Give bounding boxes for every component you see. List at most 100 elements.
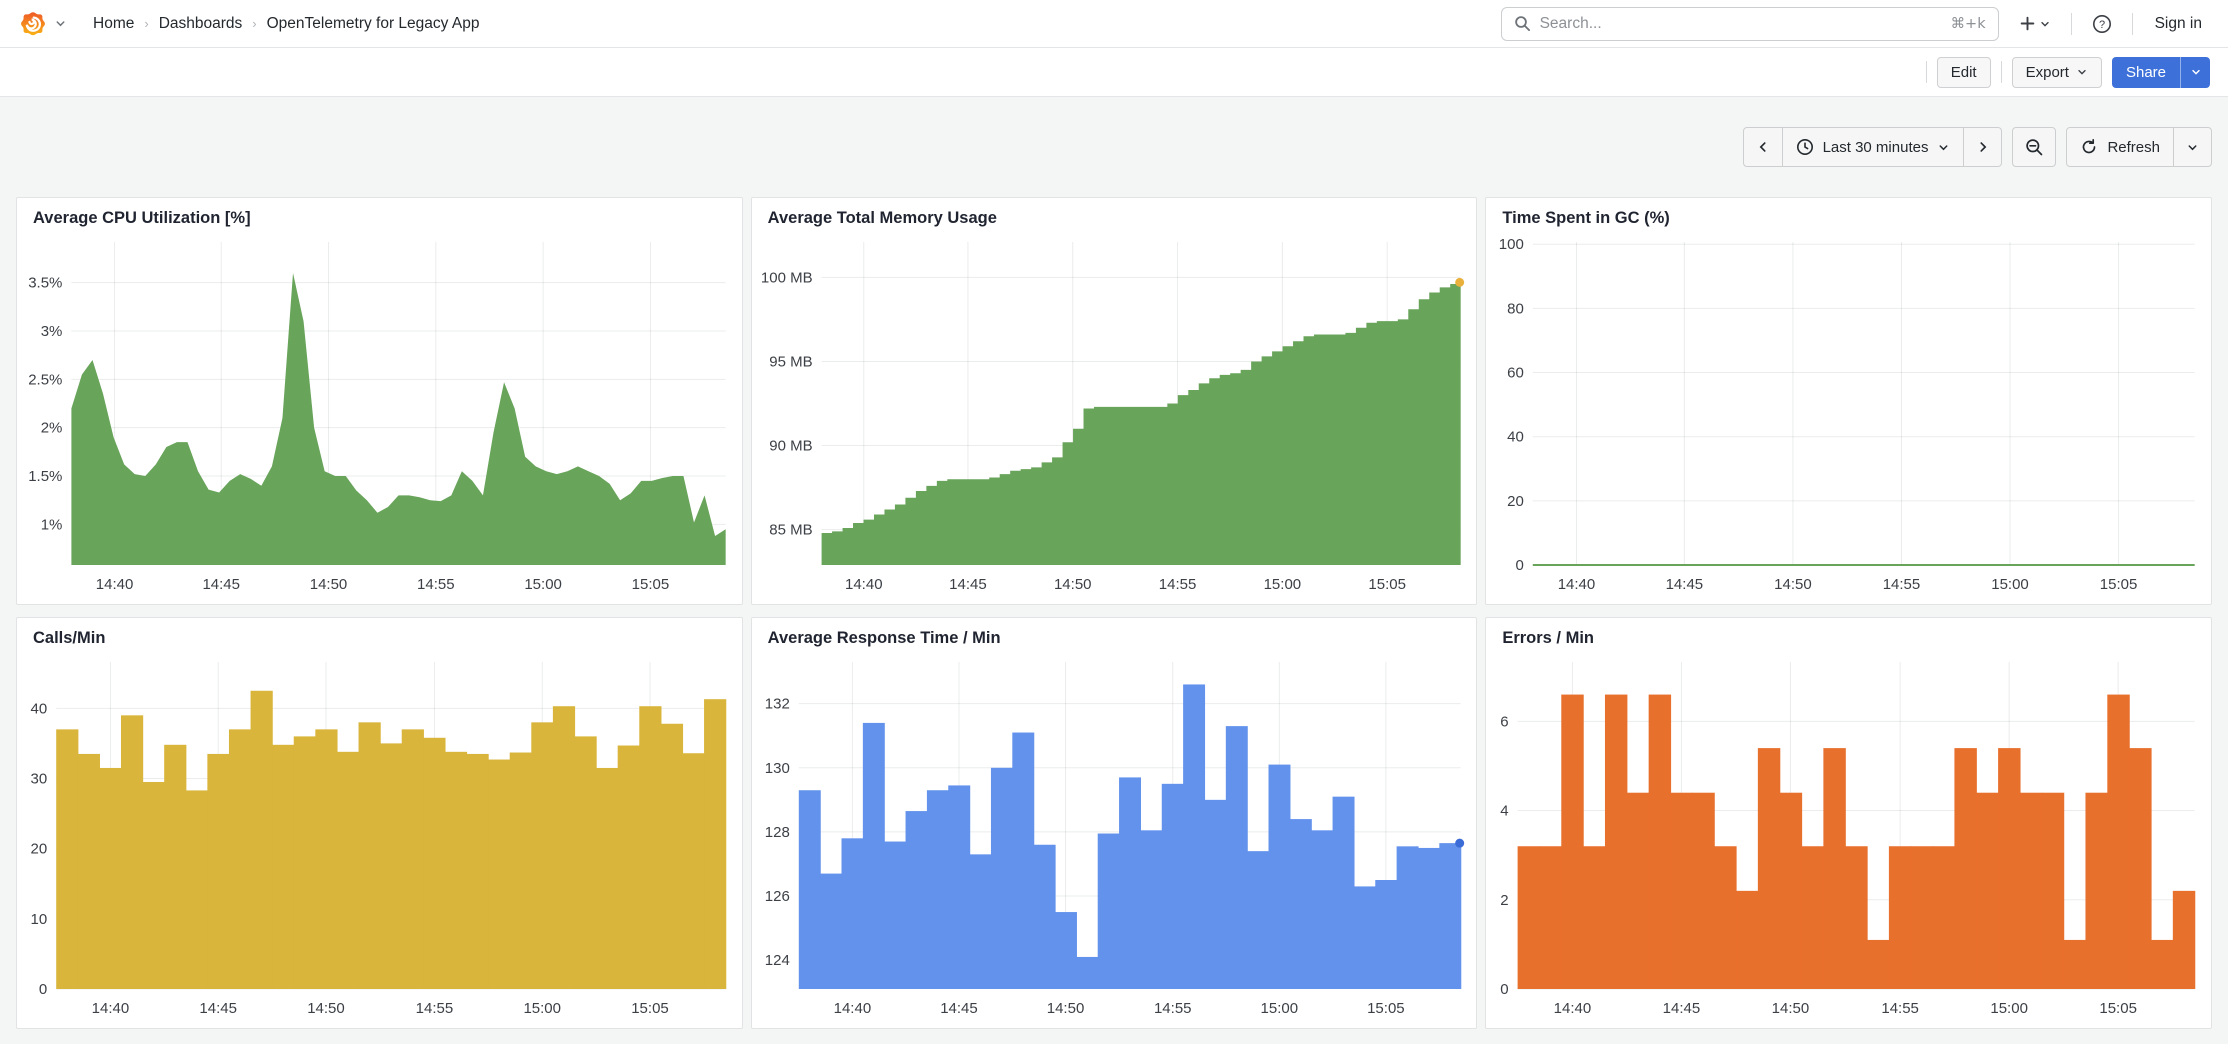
svg-text:3.5%: 3.5% [28,275,62,292]
help-icon: ? [2092,14,2111,33]
svg-text:14:40: 14:40 [92,1000,130,1017]
svg-text:0: 0 [1516,557,1524,574]
top-nav-actions: ⌘+k ? Sign in [1500,6,2210,41]
svg-text:85 MB: 85 MB [769,522,812,539]
zoom-out-time-button[interactable] [2012,127,2057,167]
svg-text:15:00: 15:00 [1992,576,2030,593]
refresh-interval-button[interactable] [2173,128,2211,166]
search-input[interactable] [1539,14,1942,33]
refresh-icon [2083,138,2096,154]
breadcrumb: Home › Dashboards › OpenTelemetry for Le… [93,15,479,33]
breadcrumb-dashboards[interactable]: Dashboards [158,14,243,32]
memory-usage-chart[interactable]: 14:40 14:45 14:50 14:55 15:00 15:05 85 MB 90 MB… [760,232,1471,598]
share-button-group: Share [2111,56,2210,88]
dashboard-toolbar: Edit Export Share [0,48,2228,97]
svg-text:14:55: 14:55 [1883,576,1921,593]
svg-text:4: 4 [1501,803,1509,820]
svg-text:2%: 2% [41,420,63,437]
svg-text:2: 2 [1501,892,1509,909]
svg-text:1%: 1% [41,516,63,533]
divider [2000,61,2002,83]
svg-text:14:45: 14:45 [1663,1000,1701,1017]
panel-avg-response-time: Average Response Time / Min 14:40 14:45 14… [750,617,1478,1029]
zoom-out-icon [2026,138,2043,155]
chevron-down-icon [2078,69,2086,75]
svg-text:130: 130 [764,760,789,777]
org-switcher[interactable] [18,9,67,39]
divider [2070,12,2072,35]
svg-text:14:45: 14:45 [1666,576,1704,593]
refresh-button-group: Refresh [2066,127,2212,167]
svg-text:14:40: 14:40 [845,576,883,593]
share-button[interactable]: Share [2111,56,2180,88]
response-time-chart[interactable]: 14:40 14:45 14:50 14:55 15:00 15:05 124 126 128 1… [760,652,1471,1022]
chevron-right-icon: › [252,16,257,31]
svg-text:14:50: 14:50 [1054,576,1092,593]
errors-per-min-chart[interactable]: 14:40 14:45 14:50 14:55 15:00 15:05 0 2 4 6 [1494,652,2205,1022]
panel-calls-per-min: Calls/Min 14:40 14:45 14:50 14:55 15:00 15:05… [16,617,743,1029]
divider [1925,61,1927,83]
svg-text:14:50: 14:50 [1772,1000,1810,1017]
svg-text:124: 124 [764,952,789,969]
panel-avg-cpu-utilization: Average CPU Utilization [%] 14:40 14:45 14… [16,197,743,605]
svg-text:14:55: 14:55 [416,1000,454,1017]
svg-text:15:05: 15:05 [1368,576,1406,593]
sign-in-button[interactable]: Sign in [2154,14,2202,32]
svg-text:10: 10 [31,911,48,928]
svg-text:15:00: 15:00 [523,1000,561,1017]
svg-text:14:50: 14:50 [307,1000,345,1017]
svg-text:126: 126 [764,888,789,905]
svg-text:15:05: 15:05 [2100,576,2138,593]
clock-icon [1796,139,1813,155]
svg-text:14:50: 14:50 [1046,1000,1084,1017]
chevron-down-icon [2188,144,2197,150]
refresh-button[interactable]: Refresh [2067,128,2173,166]
time-range-label: Last 30 minutes [1822,138,1929,156]
svg-text:95 MB: 95 MB [769,353,812,370]
plus-icon [2020,16,2034,31]
svg-text:3%: 3% [41,323,63,340]
search-bar[interactable]: ⌘+k [1500,6,1999,41]
search-icon [1514,16,1530,31]
time-controls-row: Last 30 minutes Refresh [0,97,2228,197]
gc-time-chart[interactable]: 14:40 14:45 14:50 14:55 15:00 15:05 0 20 40 60 80 1… [1494,232,2205,598]
grafana-logo-icon [21,11,45,35]
svg-text:128: 128 [764,824,789,841]
refresh-button-label: Refresh [2107,138,2160,156]
time-picker-group: Last 30 minutes [1742,127,2003,167]
svg-text:14:45: 14:45 [199,1000,237,1017]
svg-text:14:50: 14:50 [310,576,348,593]
chevron-right-icon: › [144,16,149,31]
chevron-down-icon [2191,69,2200,75]
svg-text:2.5%: 2.5% [28,371,62,388]
breadcrumb-home[interactable]: Home [93,14,135,32]
svg-text:14:55: 14:55 [1158,576,1196,593]
time-shift-back-button[interactable] [1744,128,1782,166]
svg-text:14:40: 14:40 [833,1000,871,1017]
panel-title[interactable]: Average Total Memory Usage [767,209,997,227]
search-shortcut-hint: ⌘+k [1950,15,1986,32]
svg-text:15:00: 15:00 [1260,1000,1298,1017]
panel-title[interactable]: Average CPU Utilization [%] [33,209,251,227]
svg-text:15:00: 15:00 [524,576,562,593]
breadcrumb-current-dashboard: OpenTelemetry for Legacy App [266,14,480,32]
share-menu-button[interactable] [2180,56,2210,88]
svg-text:14:45: 14:45 [202,576,240,593]
export-button[interactable]: Export [2011,56,2102,88]
svg-text:15:05: 15:05 [631,1000,669,1017]
edit-button[interactable]: Edit [1936,56,1991,88]
chevron-down-icon [56,21,65,27]
panel-title[interactable]: Average Response Time / Min [767,629,1001,647]
dashboard-panel-grid: Average CPU Utilization [%] 14:40 14:45 14… [0,197,2228,1029]
panel-title[interactable]: Errors / Min [1502,629,1595,647]
svg-text:0: 0 [1501,981,1509,998]
time-shift-forward-button[interactable] [1963,128,2001,166]
export-button-label: Export [2025,63,2069,81]
panel-title[interactable]: Time Spent in GC (%) [1502,209,1670,227]
panel-title[interactable]: Calls/Min [33,629,106,647]
new-menu-button[interactable] [2013,11,2057,36]
calls-per-min-chart[interactable]: 14:40 14:45 14:50 14:55 15:00 15:05 0 10 20 30 40 [25,652,736,1022]
help-button[interactable]: ? [2086,10,2118,38]
time-range-picker[interactable]: Last 30 minutes [1781,128,1964,166]
cpu-utilization-chart[interactable]: 14:40 14:45 14:50 14:55 15:00 15:05 1% 1.5% 2% 2.… [25,232,736,598]
